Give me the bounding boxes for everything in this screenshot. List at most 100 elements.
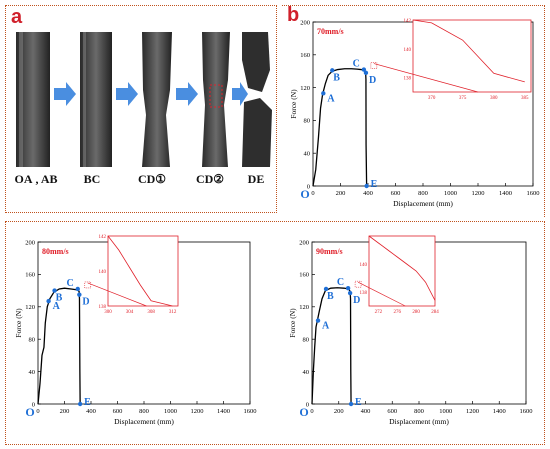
x-tick-label: 1000 (439, 408, 452, 415)
stage-point (361, 67, 367, 72)
y-tick-label: 0 (307, 183, 310, 190)
inset-x-tick-label: 304 (126, 310, 134, 315)
x-tick-label: 600 (387, 408, 397, 415)
x-tick-label: 400 (361, 408, 371, 415)
stage-oa-ab-photo (16, 32, 50, 167)
chart-title: 90mm/s (316, 247, 343, 256)
stage-point-label: E (84, 397, 91, 408)
y-tick-label: 160 (299, 272, 309, 279)
stage-point-label: B (333, 72, 340, 83)
y-tick-label: 200 (299, 239, 309, 246)
inset-frame (368, 235, 436, 307)
stage-cd1-photo (142, 32, 172, 167)
arrow-icon (232, 82, 248, 106)
force-curve (311, 287, 352, 405)
stage-label: BC (83, 172, 101, 186)
x-tick-label: 0 (311, 190, 314, 197)
stage-point-label: A (322, 321, 330, 332)
inset-x-tick-label: 370 (428, 96, 436, 101)
inset-y-tick-label: 138 (360, 291, 368, 296)
stage-de-photo (242, 32, 272, 167)
x-tick-label: 800 (139, 408, 149, 415)
inset-x-tick-label: 380 (490, 96, 498, 101)
inset-pointer (373, 63, 478, 93)
y-tick-label: 200 (25, 239, 35, 246)
stage-point (348, 401, 354, 407)
y-tick-label: 0 (306, 401, 309, 408)
x-axis-label: Displacement (mm) (389, 417, 449, 426)
force-displacement-chart-80: 0 200 400 600 800 1000 1200 1400 1600 0 40 80 120 160… (14, 235, 257, 426)
x-tick-label: 1400 (493, 408, 506, 415)
x-tick-label: 1000 (164, 408, 177, 415)
stage-point (315, 318, 321, 323)
y-tick-label: 200 (300, 19, 310, 26)
stage-point-label: D (353, 295, 360, 306)
force-displacement-chart-90: 0 200 400 600 800 1000 1200 1400 1600 0 40 80 120 160… (288, 235, 533, 426)
x-tick-label: 200 (334, 408, 344, 415)
inset-y-tick-label: 140 (404, 48, 412, 53)
y-tick-label: 80 (303, 337, 310, 344)
stage-point-label: A (53, 301, 61, 312)
stage-point-label: B (56, 293, 63, 304)
panel-a-letter: a (11, 6, 23, 28)
y-tick-label: 120 (25, 304, 35, 311)
inset-x-tick-label: 284 (431, 310, 439, 315)
inset-y-tick-label: 142 (404, 19, 412, 24)
force-displacement-chart-70: 0 200 400 600 800 1000 1200 1400 1600 0 40 80 120 160… (289, 19, 540, 208)
stage-point (345, 285, 351, 291)
stage-point-label: D (82, 297, 89, 308)
stage-point (363, 70, 369, 76)
stage-point-label: E (371, 179, 378, 190)
y-tick-label: 120 (300, 85, 310, 92)
arrow-icon (176, 82, 198, 106)
panel-bottom-frame (5, 221, 545, 445)
x-tick-label: 1200 (466, 408, 479, 415)
stage-label: OA , AB (14, 172, 58, 186)
x-tick-label: 1600 (527, 190, 540, 197)
origin-label: O (300, 187, 309, 201)
inset-y-tick-label: 140 (360, 263, 368, 268)
stage-point (75, 286, 80, 292)
y-tick-label: 160 (25, 272, 35, 279)
x-tick-label: 1200 (191, 408, 204, 415)
stage-label: DE (247, 172, 265, 186)
x-tick-label: 200 (60, 408, 70, 415)
panel-a-frame (5, 5, 277, 213)
inset-curve (412, 19, 525, 83)
stage-point-label: A (327, 93, 335, 104)
inset-zoom-box (84, 281, 92, 289)
stage-point-label: C (67, 278, 74, 289)
arrow-icon (116, 82, 138, 106)
panel-b-letter: b (287, 4, 300, 26)
y-tick-label: 40 (303, 369, 310, 376)
inset-x-tick-label: 312 (169, 310, 177, 315)
y-axis-label: Force (N) (14, 308, 23, 338)
y-axis-label: Force (N) (289, 89, 298, 119)
panel-b-top-frame (282, 5, 545, 217)
x-axis-label: Displacement (mm) (393, 199, 453, 208)
inset-pointer (357, 281, 406, 307)
chart-title: 70mm/s (317, 27, 344, 36)
inset-y-tick-label: 142 (99, 235, 107, 240)
inset-pointer (87, 282, 147, 307)
stage-point (364, 183, 369, 189)
x-tick-label: 600 (391, 190, 401, 197)
x-tick-label: 1200 (472, 190, 485, 197)
inset-x-tick-label: 280 (412, 310, 420, 315)
x-tick-label: 1600 (244, 408, 257, 415)
stage-point (77, 401, 83, 407)
inset-curve (107, 235, 173, 307)
x-axis-label: Displacement (mm) (114, 417, 174, 426)
stage-point-label: C (337, 277, 344, 288)
y-tick-label: 80 (29, 337, 36, 344)
stage-point-label: D (369, 75, 376, 86)
x-tick-label: 800 (418, 190, 428, 197)
x-tick-label: 1400 (217, 408, 230, 415)
inset-x-tick-label: 308 (147, 310, 155, 315)
stage-point (77, 292, 82, 297)
x-tick-label: 400 (363, 190, 373, 197)
x-tick-label: 200 (336, 190, 346, 197)
inset-zoom-box (370, 62, 378, 69)
stage-point-label: C (353, 59, 360, 70)
inset-y-tick-label: 140 (99, 270, 107, 275)
